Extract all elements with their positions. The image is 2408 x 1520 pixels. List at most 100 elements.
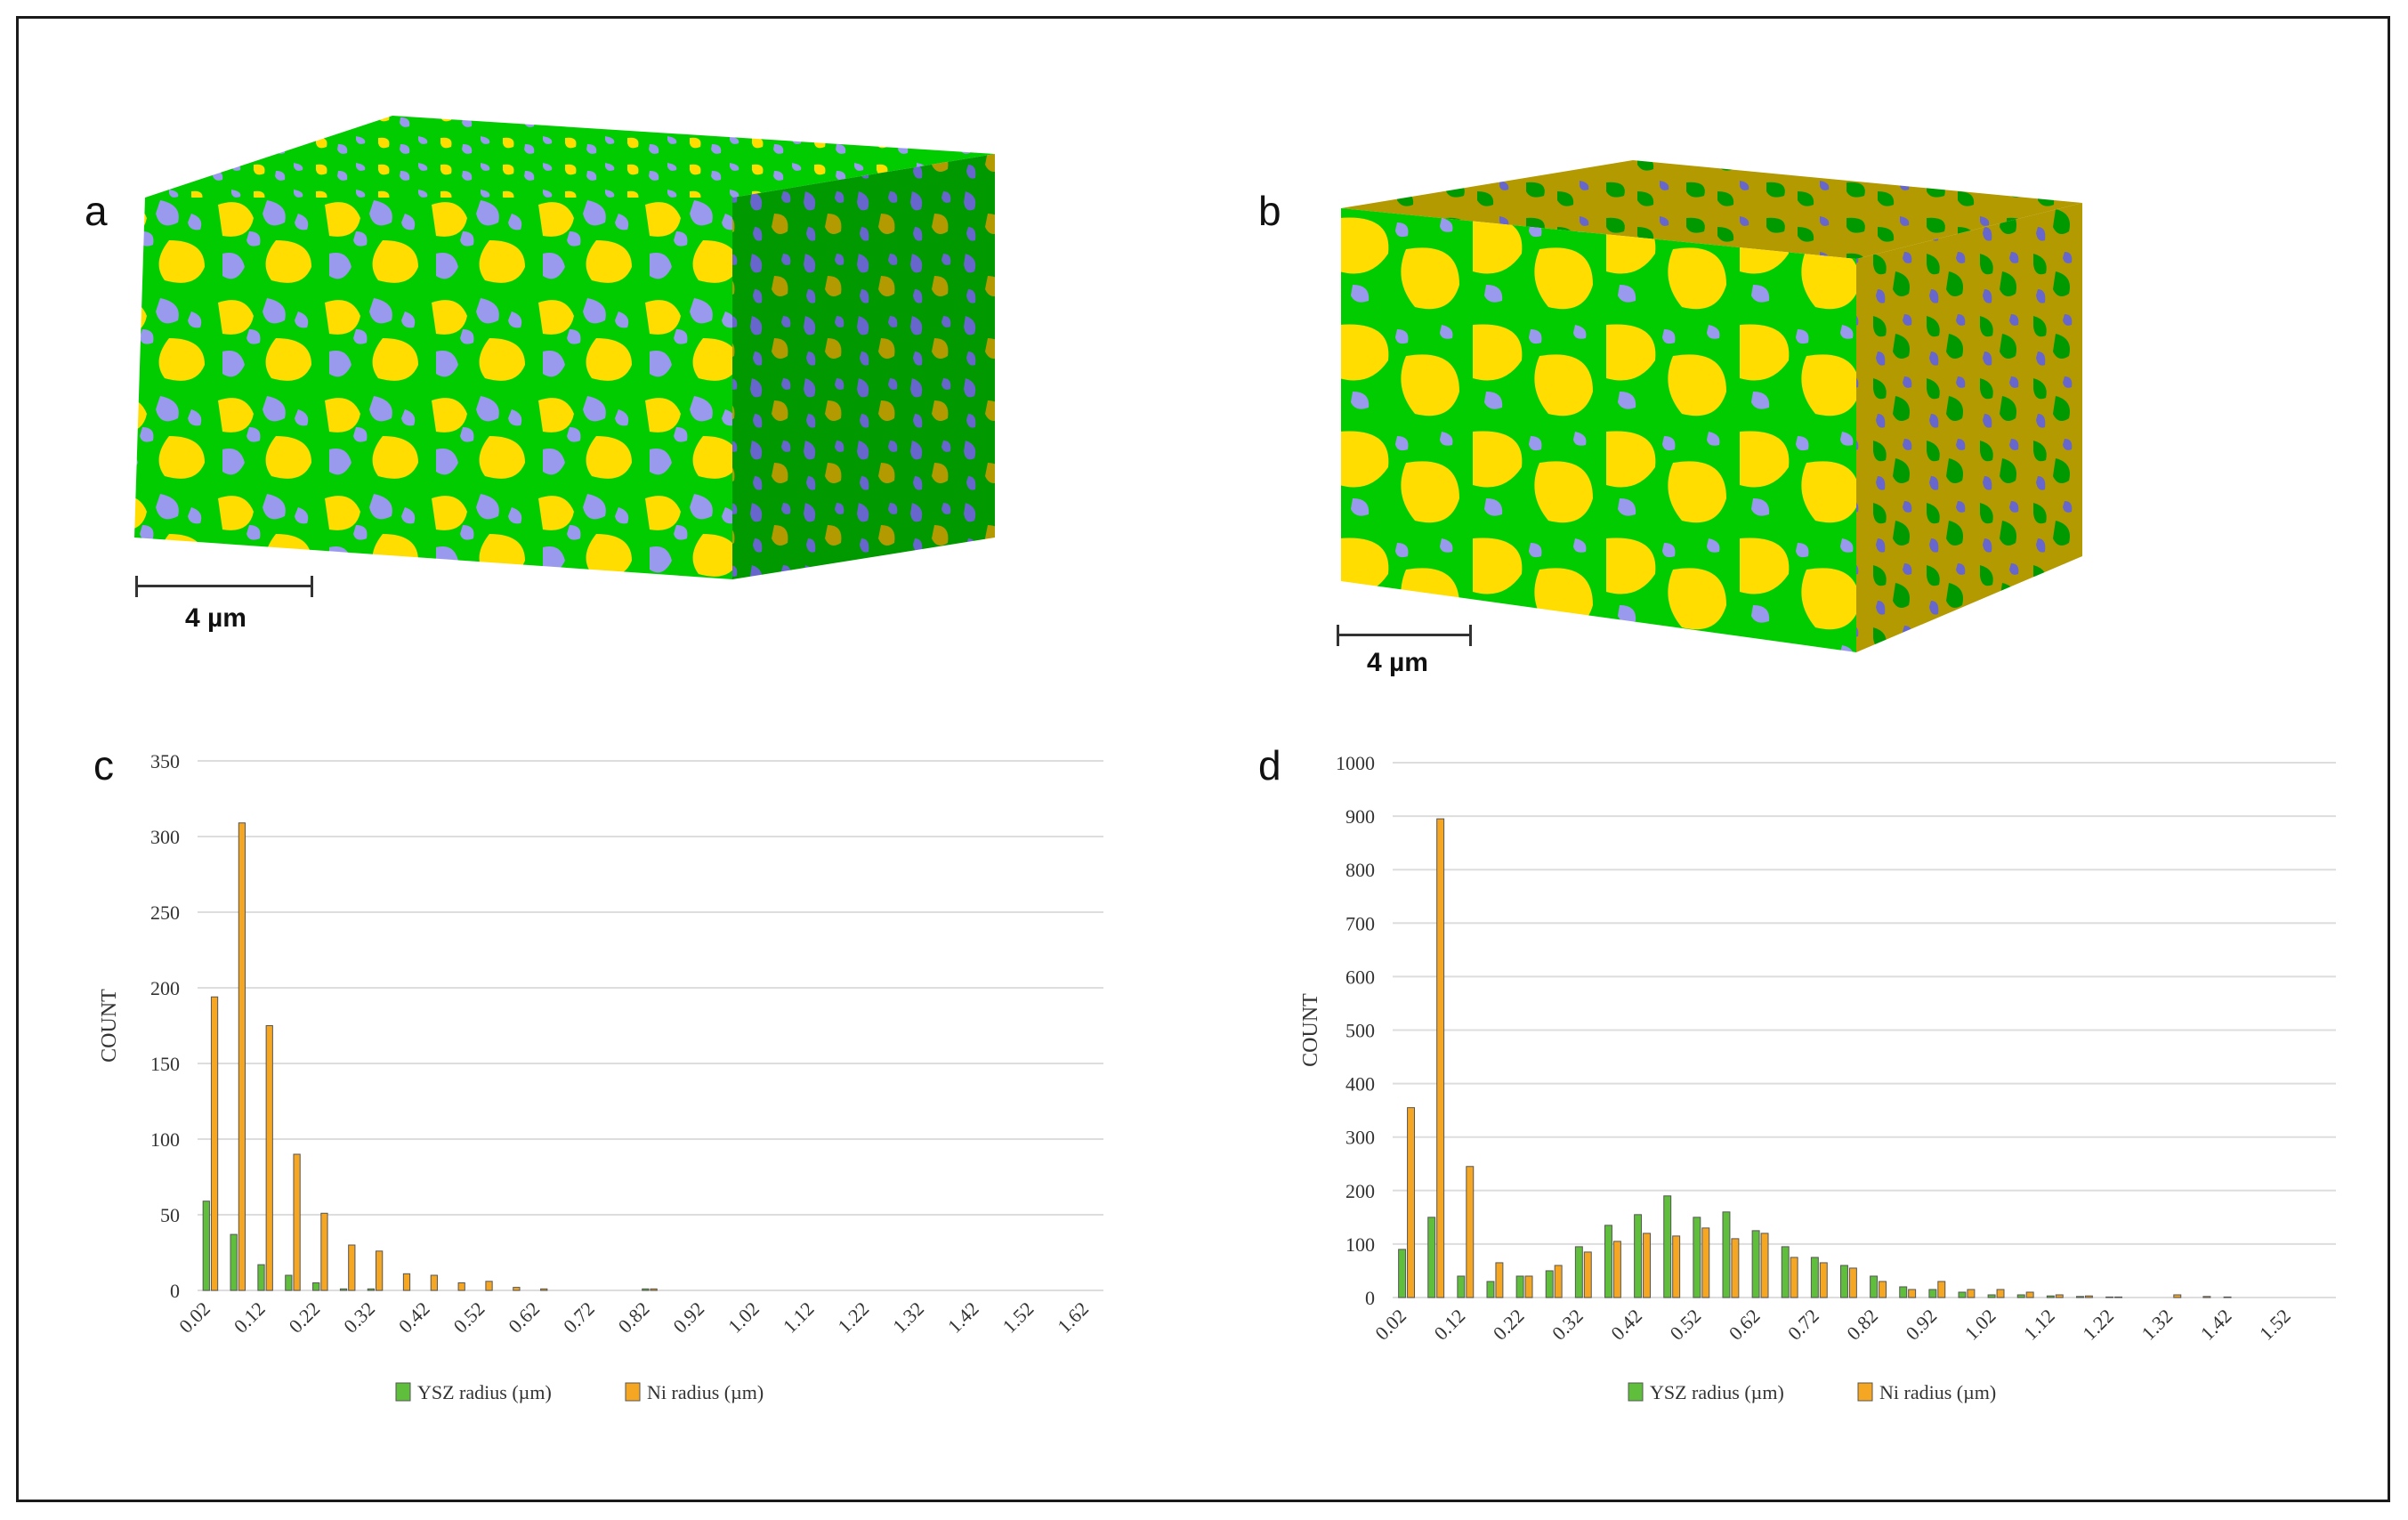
bar-ni bbox=[1908, 1289, 1917, 1298]
bar-ni bbox=[2084, 1295, 2093, 1298]
bar-ni bbox=[1436, 818, 1445, 1298]
x-tick-label: 1.42 bbox=[2196, 1305, 2236, 1345]
y-tick-label: 50 bbox=[160, 1204, 180, 1226]
bar-ni bbox=[1466, 1166, 1475, 1298]
y-tick-label: 900 bbox=[1345, 805, 1375, 828]
bar-ni bbox=[1879, 1281, 1887, 1298]
render-b-side-face bbox=[1856, 203, 2082, 652]
render-a-front-face bbox=[134, 198, 732, 579]
y-tick-label: 0 bbox=[1365, 1287, 1375, 1309]
bar-ni bbox=[1495, 1262, 1504, 1298]
bar-ni bbox=[2173, 1294, 2182, 1298]
legend-swatch-ni bbox=[625, 1382, 641, 1402]
bar-ysz bbox=[2105, 1296, 2114, 1298]
bar-ysz bbox=[1810, 1257, 1819, 1298]
bar-ysz bbox=[1928, 1289, 1937, 1298]
legend-swatch-ni bbox=[1857, 1382, 1873, 1402]
bar-ni bbox=[1407, 1107, 1415, 1298]
x-tick-label: 0.02 bbox=[1370, 1305, 1410, 1345]
bar-ni bbox=[210, 996, 219, 1291]
x-tick-label: 0.72 bbox=[1783, 1305, 1823, 1345]
render-b bbox=[1341, 160, 2082, 652]
bar-ni bbox=[1967, 1289, 1976, 1298]
y-tick-label: 300 bbox=[150, 826, 180, 848]
bar-ysz bbox=[1781, 1246, 1790, 1298]
y-tick-label: 400 bbox=[1345, 1073, 1375, 1096]
bar-ysz bbox=[202, 1201, 210, 1291]
render-b-front-face bbox=[1341, 208, 1856, 652]
bar-ni bbox=[1848, 1267, 1857, 1298]
x-tick-label: 0.42 bbox=[1606, 1305, 1646, 1345]
scalebar-b bbox=[1337, 625, 1472, 646]
bar-ysz bbox=[1545, 1270, 1554, 1298]
bar-ysz bbox=[1899, 1286, 1908, 1298]
render-a-top-face bbox=[145, 116, 995, 198]
bar-ysz bbox=[339, 1288, 348, 1291]
bar-ni bbox=[430, 1274, 438, 1291]
bar-ysz bbox=[1870, 1275, 1879, 1298]
bar-ni bbox=[1643, 1233, 1651, 1298]
bar-ysz bbox=[1722, 1211, 1731, 1298]
y-tick-label: 600 bbox=[1345, 966, 1375, 988]
y-tick-label: 100 bbox=[150, 1128, 180, 1151]
bar-ysz bbox=[1840, 1265, 1848, 1298]
bar-ni bbox=[320, 1212, 328, 1291]
bar-ysz bbox=[1693, 1217, 1701, 1298]
bar-ni bbox=[1612, 1241, 1621, 1298]
bar-ni bbox=[1524, 1275, 1533, 1298]
bar-ni bbox=[1701, 1227, 1710, 1298]
bar-ni bbox=[1819, 1262, 1828, 1298]
scale-text-b: 4 µm bbox=[1367, 648, 1428, 677]
x-tick-label: 0.22 bbox=[1489, 1305, 1529, 1345]
bar-ni bbox=[2114, 1296, 2122, 1298]
legend-swatch-ysz bbox=[395, 1382, 411, 1402]
y-tick-label: 200 bbox=[150, 977, 180, 999]
x-tick-label: 0.62 bbox=[1725, 1305, 1765, 1345]
bar-ni bbox=[513, 1287, 521, 1291]
bar-ni bbox=[1996, 1289, 2005, 1298]
y-tick-label: 300 bbox=[1345, 1127, 1375, 1149]
bar-ysz bbox=[2046, 1295, 2055, 1298]
bar-ni bbox=[265, 1025, 273, 1291]
bar-ni bbox=[1554, 1265, 1563, 1298]
y-tick-label: 800 bbox=[1345, 859, 1375, 881]
bar-ysz bbox=[1958, 1291, 1967, 1298]
bar-ni bbox=[348, 1244, 356, 1291]
y-tick-label: 150 bbox=[150, 1053, 180, 1075]
render-a bbox=[134, 116, 995, 579]
bar-ysz bbox=[367, 1288, 376, 1291]
panel-label-d: d bbox=[1258, 742, 1281, 788]
bar-ni bbox=[1937, 1281, 1946, 1298]
x-tick-label: 1.32 bbox=[2137, 1305, 2177, 1345]
bar-ysz bbox=[2076, 1296, 2084, 1298]
bar-ysz bbox=[1574, 1246, 1583, 1298]
bar-ni bbox=[2055, 1294, 2064, 1298]
bar-ysz bbox=[1515, 1275, 1524, 1298]
bar-ysz bbox=[2223, 1296, 2232, 1298]
bar-ysz bbox=[1634, 1214, 1643, 1298]
bar-ysz bbox=[1457, 1275, 1466, 1298]
bar-ysz bbox=[285, 1274, 293, 1291]
bar-ysz bbox=[1398, 1249, 1407, 1298]
bar-ysz bbox=[257, 1264, 265, 1291]
y-tick-label: 0 bbox=[170, 1280, 180, 1302]
bar-ysz bbox=[2016, 1294, 2025, 1298]
panel-label-c: c bbox=[93, 742, 114, 788]
bar-ni bbox=[485, 1281, 493, 1291]
bar-ysz bbox=[1427, 1217, 1436, 1298]
bar-ni bbox=[402, 1273, 411, 1291]
y-tick-label: 100 bbox=[1345, 1233, 1375, 1256]
bar-ni bbox=[457, 1282, 465, 1291]
bar-ysz bbox=[230, 1233, 238, 1291]
panel-label-a: a bbox=[85, 188, 108, 234]
y-axis-label: COUNT bbox=[1299, 993, 1322, 1067]
y-tick-label: 500 bbox=[1345, 1020, 1375, 1042]
y-tick-label: 700 bbox=[1345, 912, 1375, 934]
x-tick-label: 1.02 bbox=[1960, 1305, 2000, 1345]
y-tick-label: 350 bbox=[150, 750, 180, 772]
bar-ysz bbox=[1987, 1294, 1996, 1298]
bar-ysz bbox=[1486, 1281, 1495, 1298]
bar-ni bbox=[293, 1153, 301, 1291]
